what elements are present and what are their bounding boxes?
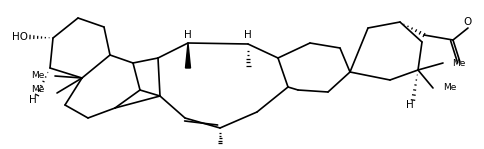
Text: H: H [244,30,252,40]
Text: Me: Me [30,86,44,94]
Text: H: H [184,30,192,40]
Polygon shape [185,43,191,68]
Text: H: H [406,100,414,110]
Text: Me: Me [30,70,44,80]
Text: Me: Me [452,59,466,67]
Text: H: H [29,95,37,105]
Text: O: O [463,17,471,27]
Text: HO: HO [12,32,28,42]
Text: Me: Me [443,83,456,93]
